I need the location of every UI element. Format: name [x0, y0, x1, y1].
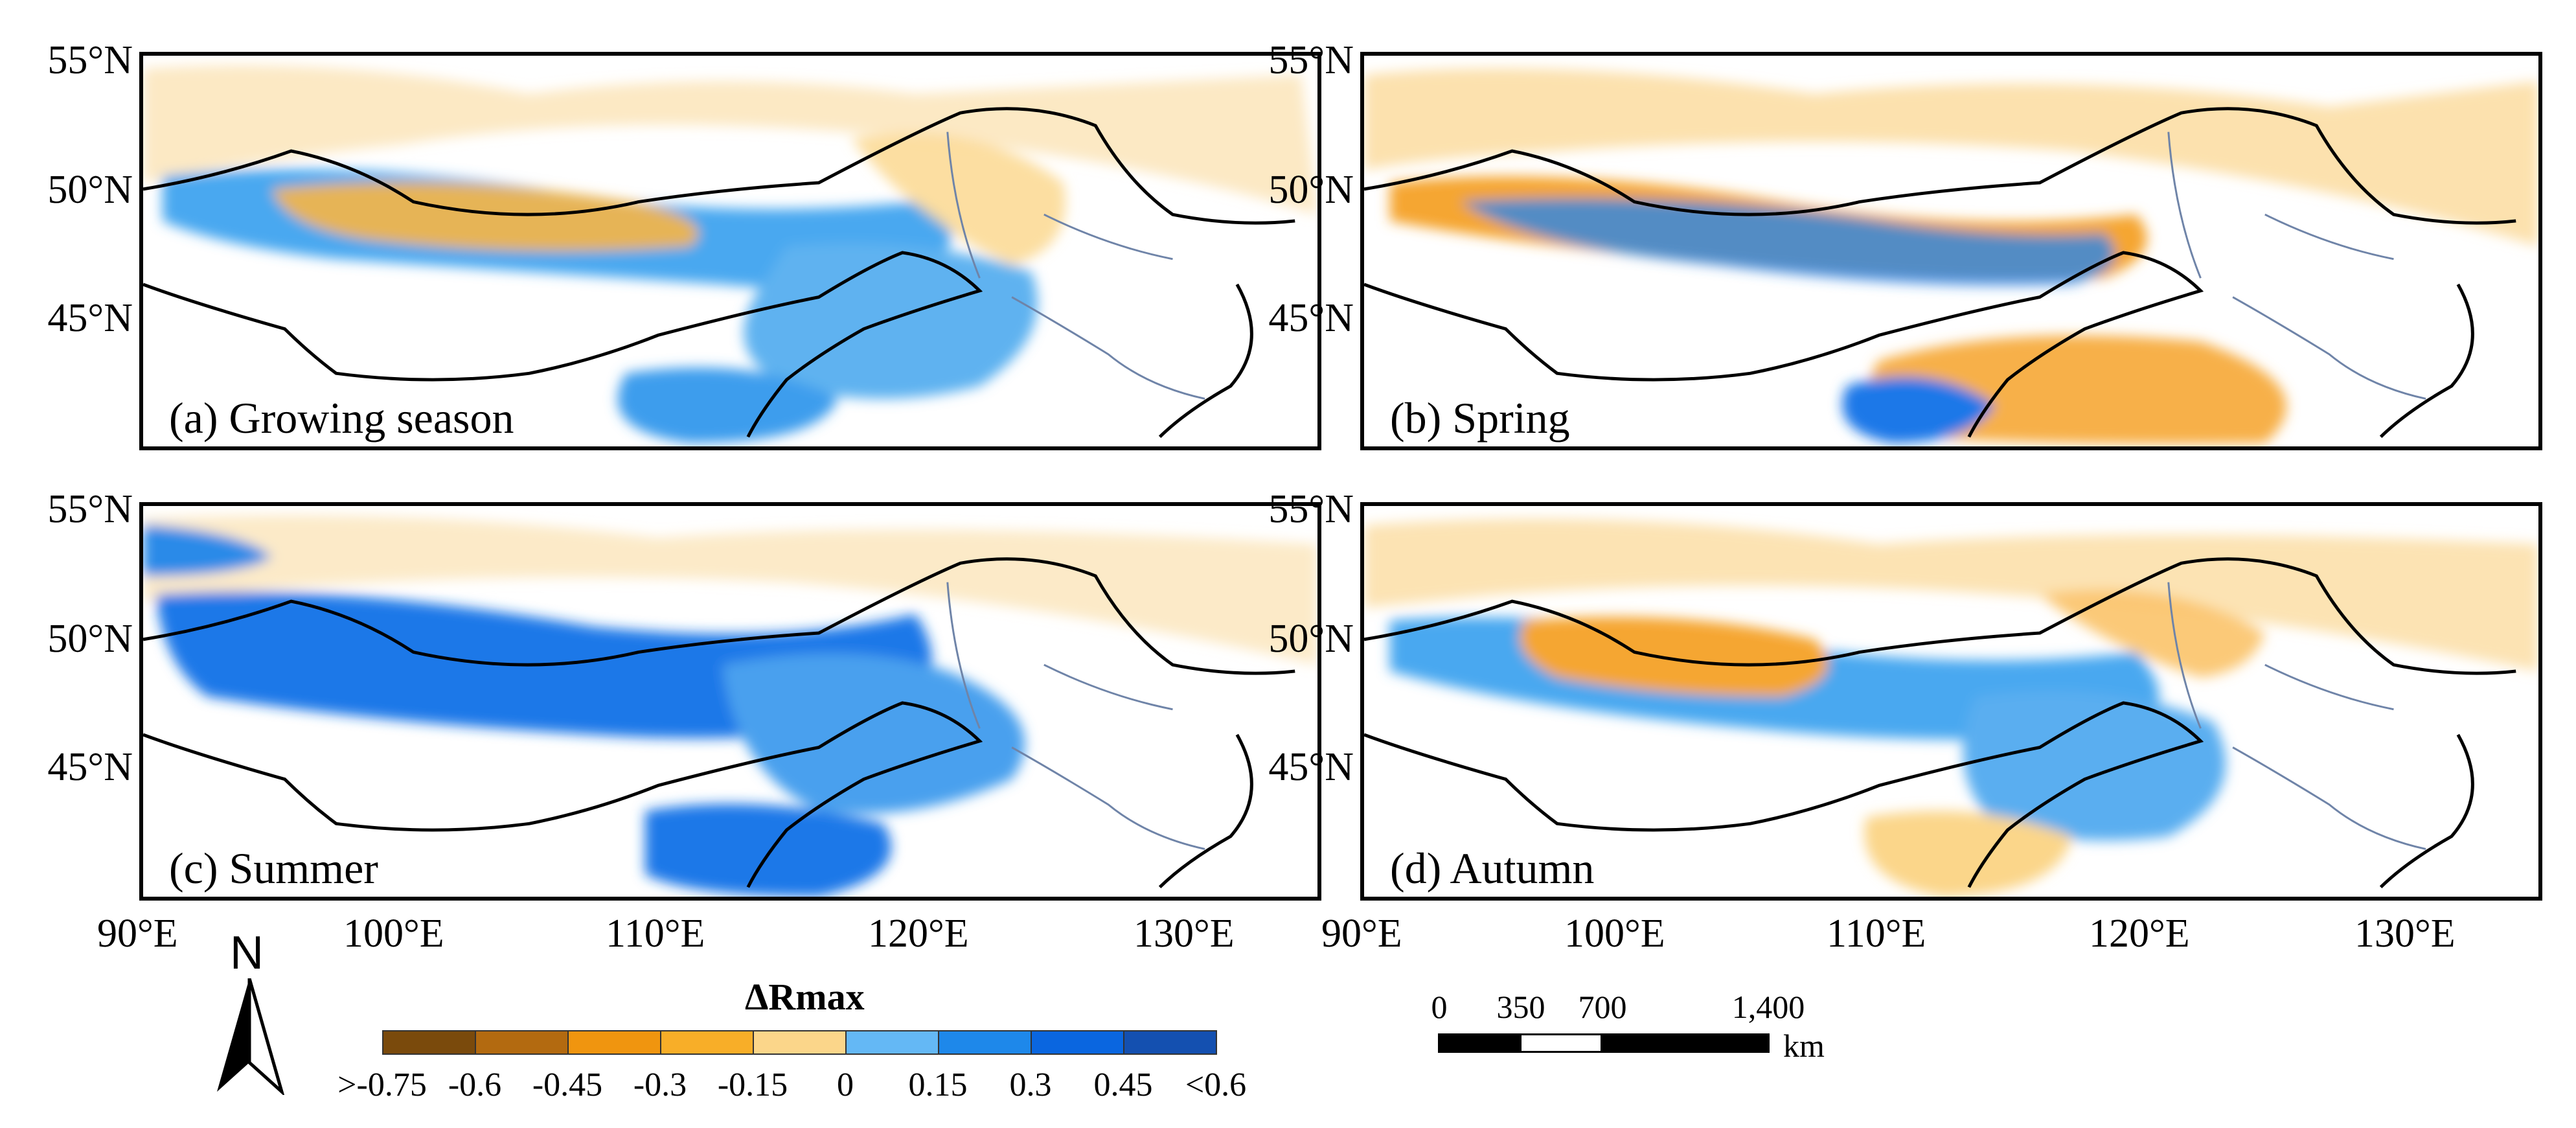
lon-label: 120°E — [2089, 912, 2190, 956]
map-growing-season — [143, 65, 1317, 444]
map-panel-summer: (c) Summer — [139, 502, 1321, 901]
lat-label: 45°N — [1268, 745, 1354, 789]
legend-tick-label: 0 — [837, 1066, 854, 1103]
panel-label: (b) Spring — [1390, 393, 1570, 443]
map-panel-growing-season: (a) Growing season — [139, 52, 1321, 450]
panel-label: (a) Growing season — [169, 393, 514, 443]
map-panel-autumn: (d) Autumn — [1360, 502, 2542, 901]
lat-label: 50°N — [1268, 168, 1354, 212]
map-autumn — [1364, 518, 2538, 897]
legend-swatch — [1031, 1030, 1124, 1055]
scale-bar-label: 1,400 — [1731, 989, 1805, 1025]
legend-tick-label: -0.3 — [633, 1066, 687, 1103]
scale-bar-label: 0 — [1431, 989, 1448, 1025]
legend-tick-label: >-0.75 — [337, 1066, 427, 1103]
lat-label: 45°N — [1268, 296, 1354, 340]
legend-swatch — [753, 1030, 847, 1055]
legend-tick-label: 0.45 — [1093, 1066, 1153, 1103]
scale-bar-unit: km — [1783, 1028, 1825, 1064]
legend-tick-label: <0.6 — [1185, 1066, 1247, 1103]
lon-label: 110°E — [606, 912, 705, 956]
lon-label: 130°E — [2354, 912, 2456, 956]
panel-label: (d) Autumn — [1390, 844, 1595, 893]
legend-tick-label: -0.6 — [448, 1066, 502, 1103]
legend-tick-label: -0.15 — [717, 1066, 788, 1103]
legend-swatch — [938, 1030, 1032, 1055]
scale-bar-segment — [1438, 1033, 1521, 1053]
lat-label: 50°N — [47, 617, 133, 661]
map-spring — [1364, 68, 2538, 444]
scale-bar-label: 350 — [1496, 989, 1545, 1025]
lon-label: 120°E — [868, 912, 969, 956]
legend-tick-label: 0.15 — [908, 1066, 968, 1103]
legend-swatch — [567, 1030, 661, 1055]
lon-label: 110°E — [1827, 912, 1926, 956]
lat-label: 50°N — [47, 168, 133, 212]
lat-label: 55°N — [47, 38, 133, 82]
legend-title: ΔRmax — [745, 976, 865, 1018]
panel-label: (c) Summer — [169, 844, 378, 893]
lon-label: 90°E — [97, 912, 178, 956]
north-arrow-icon — [217, 978, 285, 1095]
legend-swatch — [845, 1030, 939, 1055]
legend-tick-label: -0.45 — [532, 1066, 603, 1103]
legend-swatch — [660, 1030, 754, 1055]
map-summer — [143, 515, 1317, 897]
lon-label: 130°E — [1134, 912, 1235, 956]
legend-swatch — [475, 1030, 569, 1055]
lat-label: 55°N — [1268, 487, 1354, 531]
lat-label: 50°N — [1268, 617, 1354, 661]
legend-tick-label: 0.3 — [1009, 1066, 1052, 1103]
scale-bar-segment — [1601, 1033, 1770, 1053]
legend-swatch — [1123, 1030, 1217, 1055]
scale-bar-segment — [1520, 1033, 1602, 1053]
lat-label: 55°N — [1268, 38, 1354, 82]
lat-label: 45°N — [47, 296, 133, 340]
lon-label: 90°E — [1321, 912, 1402, 956]
north-arrow-label: N — [230, 927, 264, 979]
lat-label: 55°N — [47, 487, 133, 531]
legend-swatch — [382, 1030, 476, 1055]
lat-label: 45°N — [47, 745, 133, 789]
lon-label: 100°E — [1564, 912, 1665, 956]
lon-label: 100°E — [343, 912, 444, 956]
scale-bar-label: 700 — [1578, 989, 1627, 1025]
map-panel-spring: (b) Spring — [1360, 52, 2542, 450]
